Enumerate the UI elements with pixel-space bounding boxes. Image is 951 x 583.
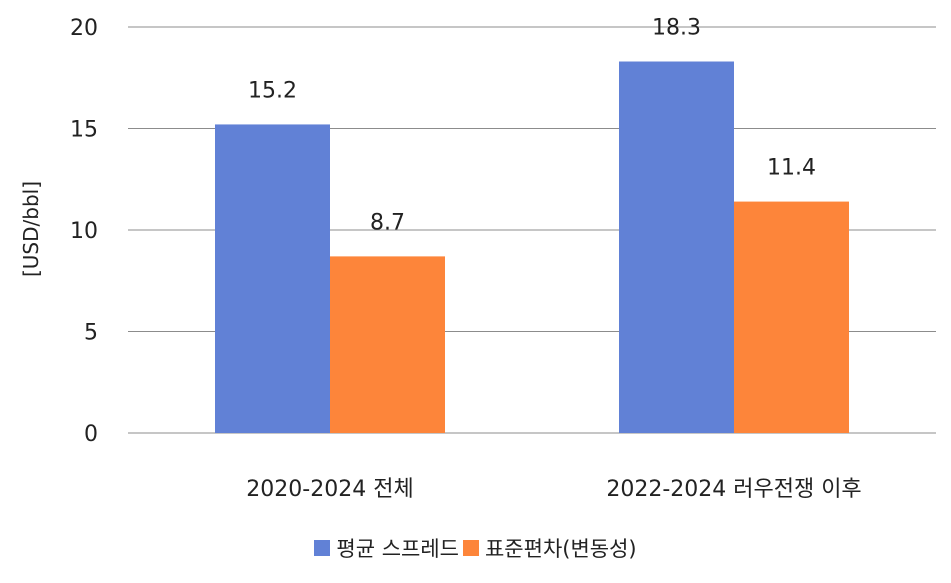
- x-category-label: 2022-2024 러우전쟁 이후: [606, 477, 861, 502]
- y-tick-label: 10: [70, 219, 98, 244]
- legend-item-series-2: 표준편차(변동성): [462, 533, 637, 563]
- bar-chart: 0 5 10 15 20 [USD/bbl] 15.2 8.7 18.3 11.4 2020-…: [19, 16, 936, 502]
- legend: 평균 스프레드 표준편차(변동성): [0, 533, 951, 563]
- y-tick-label: 20: [70, 16, 98, 41]
- x-category-label: 2020-2024 전체: [246, 477, 413, 502]
- data-label: 11.4: [767, 156, 816, 181]
- y-tick-label: 15: [70, 118, 98, 143]
- bar-series-1-cat-2: [619, 61, 734, 433]
- legend-item-series-1: 평균 스프레드: [314, 533, 459, 563]
- data-label: 15.2: [248, 78, 297, 103]
- data-label: 8.7: [370, 210, 405, 235]
- legend-label-series-2: 표준편차(변동성): [484, 537, 637, 561]
- bar-series-2-cat-1: [330, 256, 445, 433]
- legend-swatch-series-1: [314, 540, 331, 556]
- y-tick-label: 5: [84, 321, 98, 346]
- legend-label-series-1: 평균 스프레드: [336, 537, 459, 561]
- bar-series-2-cat-2: [734, 201, 849, 433]
- data-label: 18.3: [652, 16, 701, 41]
- y-axis-label: [USD/bbl]: [19, 181, 43, 277]
- bar-series-1-cat-1: [215, 124, 330, 433]
- legend-swatch-series-2: [462, 540, 479, 556]
- y-tick-label: 0: [84, 422, 98, 447]
